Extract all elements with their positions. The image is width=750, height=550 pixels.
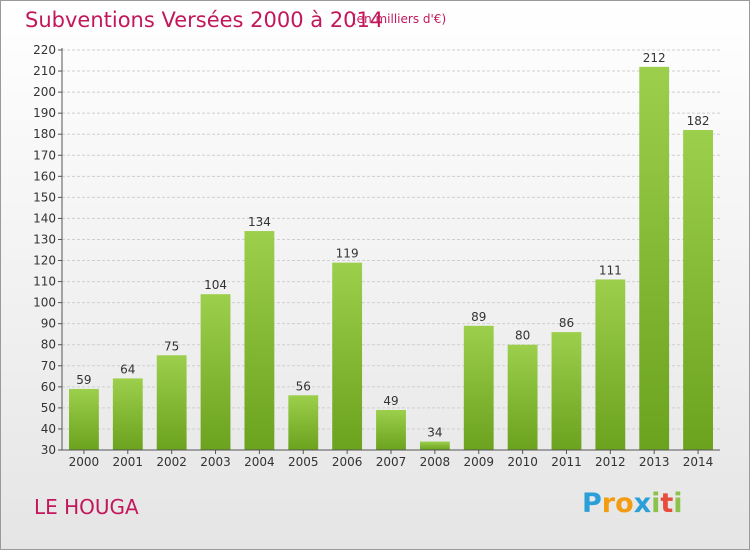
data-label: 212 bbox=[643, 51, 666, 65]
x-tick-label: 2010 bbox=[507, 455, 538, 469]
y-tick-label: 130 bbox=[33, 232, 56, 246]
labels: 30 40 50 60 70 80 90 100 110 120 130 140 150 160 170 18… bbox=[33, 43, 713, 469]
data-label: 80 bbox=[515, 329, 530, 343]
logo-letter: i bbox=[651, 488, 661, 519]
y-tick-label: 200 bbox=[33, 85, 56, 99]
y-tick-label: 150 bbox=[33, 190, 56, 204]
bar bbox=[463, 325, 494, 450]
data-label: 134 bbox=[248, 215, 271, 229]
logo-letter: r bbox=[601, 488, 616, 519]
data-label: 111 bbox=[599, 263, 622, 277]
x-tick-label: 2003 bbox=[200, 455, 231, 469]
y-tick-label: 140 bbox=[33, 211, 56, 225]
axes bbox=[58, 48, 720, 454]
data-label: 64 bbox=[120, 362, 135, 376]
data-label: 49 bbox=[383, 394, 398, 408]
x-tick-label: 2012 bbox=[595, 455, 626, 469]
x-tick-label: 2013 bbox=[639, 455, 670, 469]
y-tick-label: 180 bbox=[33, 127, 56, 141]
y-tick-label: 110 bbox=[33, 275, 56, 289]
data-label: 86 bbox=[559, 316, 574, 330]
data-label: 89 bbox=[471, 310, 486, 324]
commune-name: LE HOUGA bbox=[34, 495, 139, 519]
x-tick-label: 2000 bbox=[69, 455, 100, 469]
bar bbox=[156, 355, 187, 450]
x-tick-label: 2006 bbox=[332, 455, 363, 469]
y-tick-label: 190 bbox=[33, 106, 56, 120]
logo-letter: i bbox=[673, 488, 683, 519]
x-tick-label: 2014 bbox=[683, 455, 714, 469]
x-tick-label: 2001 bbox=[113, 455, 144, 469]
y-tick-label: 170 bbox=[33, 148, 56, 162]
bar bbox=[639, 66, 670, 450]
data-label: 75 bbox=[164, 339, 179, 353]
y-tick-label: 60 bbox=[41, 380, 56, 394]
y-tick-label: 80 bbox=[41, 338, 56, 352]
bar bbox=[683, 130, 713, 450]
y-tick-label: 220 bbox=[33, 43, 56, 57]
bar bbox=[419, 441, 450, 450]
y-tick-label: 90 bbox=[41, 317, 56, 331]
y-tick-label: 210 bbox=[33, 64, 56, 78]
bar bbox=[244, 231, 275, 450]
y-tick-label: 70 bbox=[41, 359, 56, 373]
x-tick-label: 2007 bbox=[376, 455, 407, 469]
x-tick-label: 2008 bbox=[420, 455, 451, 469]
bar bbox=[507, 344, 538, 450]
y-tick-label: 100 bbox=[33, 296, 56, 310]
data-label: 56 bbox=[296, 379, 311, 393]
logo-letter: o bbox=[615, 488, 634, 519]
logo-letter: x bbox=[633, 488, 652, 519]
bar bbox=[595, 279, 626, 450]
data-label: 104 bbox=[204, 278, 227, 292]
data-label: 59 bbox=[76, 373, 91, 387]
chart-title: Subventions Versées 2000 à 2014 bbox=[25, 8, 384, 32]
bar bbox=[376, 410, 406, 450]
logo-letter: P bbox=[582, 488, 602, 519]
bar bbox=[332, 262, 363, 450]
x-tick-label: 2009 bbox=[463, 455, 494, 469]
y-tick-label: 50 bbox=[41, 401, 56, 415]
x-tick-label: 2011 bbox=[551, 455, 582, 469]
data-label: 34 bbox=[427, 426, 442, 440]
x-tick-label: 2004 bbox=[244, 455, 275, 469]
y-tick-label: 40 bbox=[41, 422, 56, 436]
bar bbox=[69, 388, 99, 450]
bars bbox=[69, 66, 713, 450]
y-tick-label: 160 bbox=[33, 169, 56, 183]
bar bbox=[200, 294, 231, 450]
logo-letter: t bbox=[660, 488, 674, 519]
x-tick-label: 2005 bbox=[288, 455, 319, 469]
y-tick-label: 120 bbox=[33, 254, 56, 268]
x-tick-label: 2002 bbox=[156, 455, 187, 469]
data-label: 182 bbox=[687, 114, 710, 128]
proxiti-logo: Proxiti bbox=[582, 488, 683, 519]
bar bbox=[112, 378, 143, 450]
bar bbox=[551, 332, 582, 450]
bar bbox=[288, 395, 319, 450]
chart-subtitle: (en milliers d'€) bbox=[352, 12, 447, 26]
data-label: 119 bbox=[336, 247, 359, 261]
y-tick-label: 30 bbox=[41, 443, 56, 457]
